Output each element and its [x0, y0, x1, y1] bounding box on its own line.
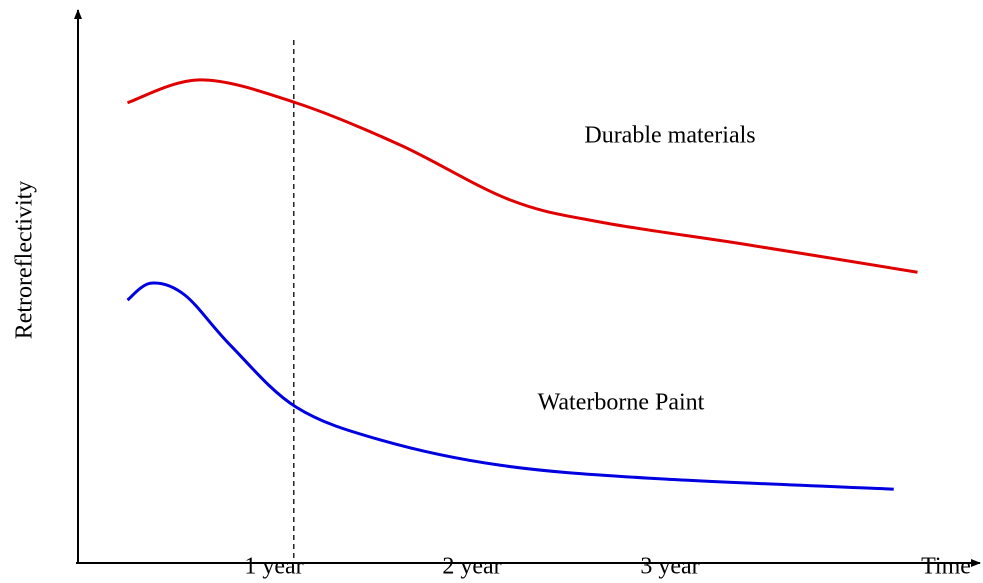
x-tick-label: 2 year [442, 554, 501, 580]
line [126, 281, 894, 491]
series-label: Durable materials [584, 123, 755, 149]
y-axis-label: Retroreflectivity [12, 181, 38, 340]
series-label: Waterborne Paint [538, 390, 705, 416]
x-tick-label: 3 year [640, 554, 699, 580]
x-axis-label: Time [921, 554, 971, 580]
x-tick-label: 1 year [244, 554, 303, 580]
line [126, 78, 918, 274]
